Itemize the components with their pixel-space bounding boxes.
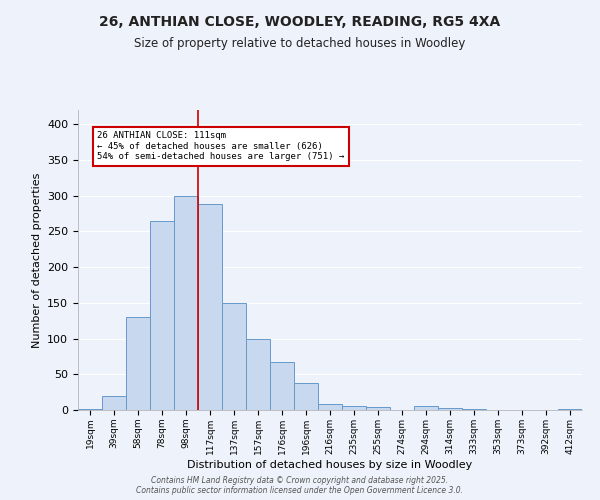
Y-axis label: Number of detached properties: Number of detached properties	[32, 172, 41, 348]
Bar	[126, 317, 150, 410]
Bar	[366, 407, 390, 410]
Bar	[102, 396, 126, 410]
Bar	[198, 204, 222, 410]
Text: 26 ANTHIAN CLOSE: 111sqm
← 45% of detached houses are smaller (626)
54% of semi-: 26 ANTHIAN CLOSE: 111sqm ← 45% of detach…	[97, 132, 344, 161]
Bar	[414, 406, 438, 410]
Text: Contains HM Land Registry data © Crown copyright and database right 2025.: Contains HM Land Registry data © Crown c…	[151, 476, 449, 485]
Text: Contains public sector information licensed under the Open Government Licence 3.: Contains public sector information licen…	[137, 486, 464, 495]
Bar	[270, 362, 294, 410]
Bar	[150, 220, 174, 410]
Bar	[78, 408, 102, 410]
Bar	[246, 338, 270, 410]
Bar	[558, 408, 582, 410]
Bar	[462, 408, 486, 410]
Bar	[318, 404, 342, 410]
Text: 26, ANTHIAN CLOSE, WOODLEY, READING, RG5 4XA: 26, ANTHIAN CLOSE, WOODLEY, READING, RG5…	[100, 15, 500, 29]
Bar	[174, 196, 198, 410]
Bar	[438, 408, 462, 410]
Bar	[342, 406, 366, 410]
Bar	[294, 383, 318, 410]
X-axis label: Distribution of detached houses by size in Woodley: Distribution of detached houses by size …	[187, 460, 473, 469]
Text: Size of property relative to detached houses in Woodley: Size of property relative to detached ho…	[134, 38, 466, 51]
Bar	[222, 303, 246, 410]
